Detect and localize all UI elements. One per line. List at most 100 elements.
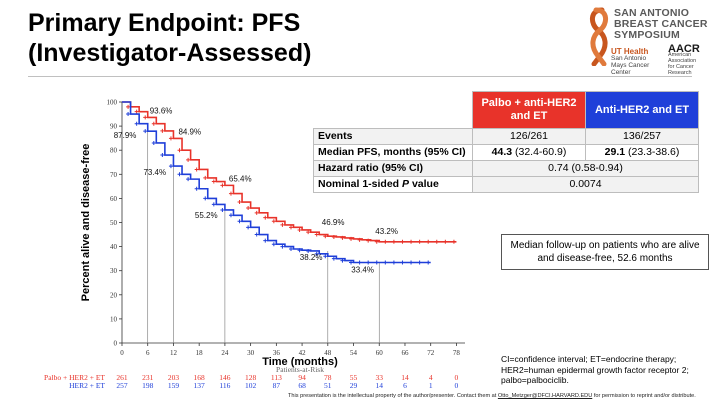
censor-mark — [323, 234, 328, 239]
x-tick-label: 54 — [350, 349, 358, 357]
risk-value: 102 — [245, 381, 257, 390]
censor-mark — [443, 239, 448, 244]
x-tick-label: 6 — [146, 349, 150, 357]
censor-mark — [297, 227, 302, 232]
y-tick-label: 50 — [110, 219, 118, 227]
censor-mark — [289, 247, 293, 252]
logo-line2: BREAST CANCER — [614, 18, 708, 30]
copyright-post: for permission to reprint and/or distrib… — [592, 393, 696, 399]
y-tick-label: 40 — [110, 243, 118, 251]
aacr-logo: AACR American Association for Cancer Res… — [668, 44, 716, 77]
risk-row-label: Palbo + HER2 + ET — [44, 373, 105, 382]
censor-mark — [194, 186, 199, 191]
censor-mark — [391, 260, 396, 265]
annotation-label: 33.4% — [351, 266, 374, 275]
hazard-ratio-value: 0.74 (0.58-0.94) — [472, 160, 699, 177]
risk-value: 116 — [219, 381, 230, 390]
risk-value: 231 — [142, 373, 154, 382]
censor-mark — [383, 260, 388, 265]
censor-mark — [366, 260, 371, 265]
censor-mark — [314, 251, 319, 256]
y-tick-label: 100 — [107, 99, 118, 107]
censor-mark — [203, 196, 208, 201]
censor-mark — [366, 238, 371, 243]
median-pfs-control-ci: (23.3-38.6) — [625, 146, 680, 158]
censor-mark — [151, 140, 156, 145]
annotation-label: 73.4% — [143, 168, 166, 177]
censor-mark — [246, 206, 251, 211]
ut-sub1: San Antonio — [611, 55, 647, 62]
table-header-row: Palbo + anti-HER2 and ET Anti-HER2 and E… — [314, 91, 699, 129]
copyright-email[interactable]: Otto_Metzger@DFCI.HARVARD.EDU — [497, 393, 593, 399]
y-tick-label: 80 — [110, 147, 118, 155]
slide-title: Primary Endpoint: PFS (Investigator-Asse… — [28, 8, 311, 68]
censor-mark — [134, 109, 139, 114]
censor-mark — [263, 215, 268, 220]
title-divider — [28, 76, 692, 77]
risk-value: 146 — [219, 373, 231, 382]
censor-mark — [374, 260, 379, 265]
x-tick-label: 42 — [299, 349, 307, 357]
median-pfs-palbo-value: 44.3 — [491, 146, 513, 158]
censor-mark — [426, 239, 431, 244]
x-tick-label: 48 — [324, 349, 332, 357]
x-tick-label: 36 — [273, 349, 281, 357]
censor-mark — [177, 148, 182, 153]
ut-health-logo: UT Health San Antonio Mays Cancer Center — [611, 48, 663, 77]
censor-mark — [409, 239, 414, 244]
censor-mark — [228, 213, 233, 218]
annotation-label: 38.2% — [300, 253, 323, 262]
row-label-median-pfs: Median PFS, months (95% CI) — [313, 144, 473, 161]
risk-value: 0 — [455, 381, 459, 390]
ribbon-logo-icon — [590, 7, 608, 66]
censor-mark — [246, 225, 251, 230]
sabcs-logo: SAN ANTONIO BREAST CANCER SYMPOSIUM — [614, 8, 708, 41]
y-tick-label: 30 — [110, 267, 118, 275]
censor-mark — [220, 207, 225, 212]
censor-mark — [357, 260, 362, 265]
median-pfs-palbo: 44.3 (32.4-60.9) — [472, 144, 586, 161]
y-tick-label: 0 — [114, 340, 118, 348]
censor-mark — [331, 234, 336, 239]
risk-value: 1 — [429, 381, 433, 390]
censor-mark — [126, 112, 131, 117]
risk-value: 203 — [168, 373, 180, 382]
censor-mark — [280, 244, 285, 249]
risk-value: 4 — [429, 373, 433, 382]
risk-value: 14 — [401, 373, 409, 382]
y-tick-label: 70 — [110, 171, 118, 179]
y-tick-label: 20 — [110, 291, 118, 299]
y-axis-label: Percent alive and disease-free — [80, 144, 92, 302]
risk-value: 87 — [273, 381, 281, 390]
censor-mark — [237, 219, 242, 224]
censor-mark — [306, 230, 311, 235]
censor-mark — [186, 177, 191, 182]
events-control: 136/257 — [585, 128, 699, 145]
x-tick-label: 78 — [453, 349, 461, 357]
x-tick-label: 30 — [247, 349, 255, 357]
series-line-1 — [122, 101, 431, 264]
p-value: 0.0074 — [472, 176, 699, 193]
censor-mark — [134, 121, 139, 126]
x-tick-label: 24 — [221, 349, 229, 357]
risk-value: 257 — [116, 381, 128, 390]
censor-mark — [237, 200, 242, 205]
censor-mark — [426, 260, 431, 265]
censor-mark — [151, 121, 156, 126]
x-tick-label: 18 — [196, 349, 204, 357]
censor-mark — [126, 104, 131, 109]
events-palbo: 126/261 — [472, 128, 586, 145]
censor-mark — [297, 248, 302, 253]
risk-value: 0 — [455, 373, 459, 382]
censor-mark — [340, 258, 345, 263]
censor-mark — [280, 222, 285, 227]
censor-mark — [168, 136, 173, 141]
risk-value: 159 — [168, 381, 180, 390]
censor-mark — [400, 260, 405, 265]
censor-mark — [203, 175, 208, 180]
censor-mark — [349, 236, 354, 241]
y-tick-label: 90 — [110, 123, 118, 131]
annotation-label: 46.9% — [322, 218, 345, 227]
annotation-label: 55.2% — [195, 211, 218, 220]
